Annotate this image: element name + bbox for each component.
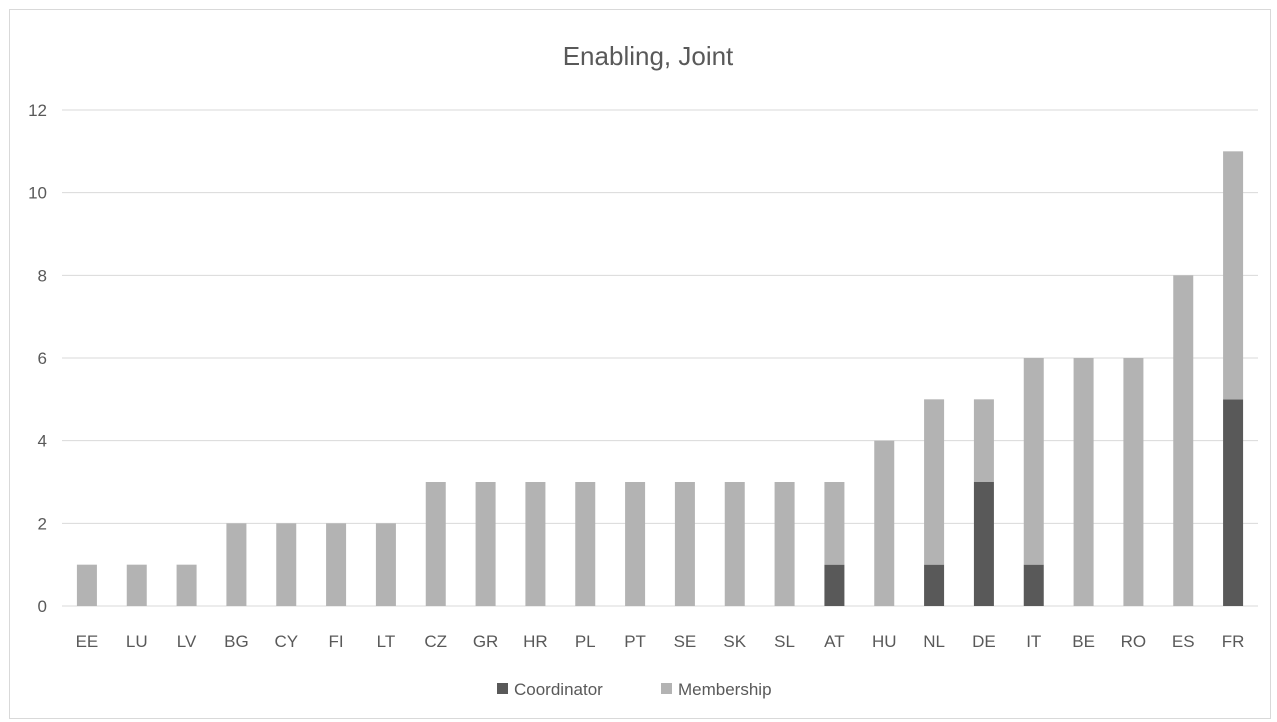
bar-membership-at <box>824 482 845 565</box>
legend-swatch-coordinator <box>497 683 508 694</box>
bar-coordinator-it <box>1023 564 1044 606</box>
x-tick-label: SE <box>674 632 697 651</box>
bar-membership-fr <box>1223 151 1244 400</box>
bar-membership-hu <box>874 440 895 606</box>
bar-coordinator-at <box>824 564 845 606</box>
x-tick-label: PL <box>575 632 596 651</box>
x-tick-label: FR <box>1222 632 1245 651</box>
x-tick-label: IT <box>1026 632 1041 651</box>
x-tick-label: NL <box>923 632 945 651</box>
bar-membership-lv <box>176 564 197 606</box>
bar-membership-bg <box>226 523 247 606</box>
bars <box>76 151 1244 606</box>
bar-membership-sl <box>774 482 795 606</box>
bar-membership-cy <box>276 523 297 606</box>
bar-membership-hr <box>525 482 546 606</box>
gridlines <box>62 109 1258 607</box>
bar-membership-nl <box>924 399 945 565</box>
x-tick-label: DE <box>972 632 996 651</box>
x-tick-label: LV <box>177 632 197 651</box>
y-tick-label: 8 <box>38 266 47 285</box>
bar-membership-de <box>973 399 994 482</box>
x-tick-label: EE <box>76 632 99 651</box>
bar-membership-pt <box>625 482 646 606</box>
legend-swatch-membership <box>661 683 672 694</box>
bar-membership-ro <box>1123 358 1144 606</box>
y-tick-label: 6 <box>38 349 47 368</box>
bar-coordinator-fr <box>1223 399 1244 606</box>
x-tick-label: RO <box>1121 632 1147 651</box>
x-tick-label: HU <box>872 632 897 651</box>
x-tick-label: PT <box>624 632 646 651</box>
x-tick-label: LU <box>126 632 148 651</box>
x-tick-label: BE <box>1072 632 1095 651</box>
x-tick-label: AT <box>824 632 844 651</box>
x-tick-label: GR <box>473 632 499 651</box>
x-tick-label: SL <box>774 632 795 651</box>
bar-membership-gr <box>475 482 496 606</box>
x-tick-label: FI <box>329 632 344 651</box>
bar-membership-lu <box>126 564 147 606</box>
legend: Coordinator Membership <box>497 680 772 699</box>
bar-membership-es <box>1173 275 1194 606</box>
bar-membership-pl <box>575 482 596 606</box>
x-tick-label: CZ <box>424 632 447 651</box>
bar-membership-fi <box>326 523 347 606</box>
x-tick-label: SK <box>723 632 746 651</box>
bar-membership-ee <box>76 564 97 606</box>
legend-label-membership: Membership <box>678 680 772 699</box>
y-tick-label: 10 <box>28 184 47 203</box>
chart-title: Enabling, Joint <box>563 41 734 71</box>
x-tick-label: CY <box>274 632 298 651</box>
bar-coordinator-nl <box>924 564 945 606</box>
legend-label-coordinator: Coordinator <box>514 680 603 699</box>
bar-coordinator-de <box>973 482 994 606</box>
y-tick-label: 12 <box>28 101 47 120</box>
x-tick-label: LT <box>377 632 396 651</box>
bar-membership-cz <box>425 482 446 606</box>
bar-membership-sk <box>724 482 745 606</box>
x-tick-label: BG <box>224 632 249 651</box>
bar-membership-be <box>1073 358 1094 606</box>
y-tick-label: 4 <box>38 432 47 451</box>
bar-membership-it <box>1023 358 1044 565</box>
y-tick-label: 2 <box>38 514 47 533</box>
y-axis-ticks: 0 2 4 6 8 10 12 <box>28 101 47 616</box>
x-axis-ticks: EE LU LV BG CY FI LT CZ GR HR PL PT SE SK SL AT HU NL DE IT… <box>76 632 1245 651</box>
bar-membership-lt <box>375 523 396 606</box>
x-tick-label: ES <box>1172 632 1195 651</box>
bar-membership-se <box>674 482 695 606</box>
x-tick-label: HR <box>523 632 548 651</box>
y-tick-label: 0 <box>38 597 47 616</box>
